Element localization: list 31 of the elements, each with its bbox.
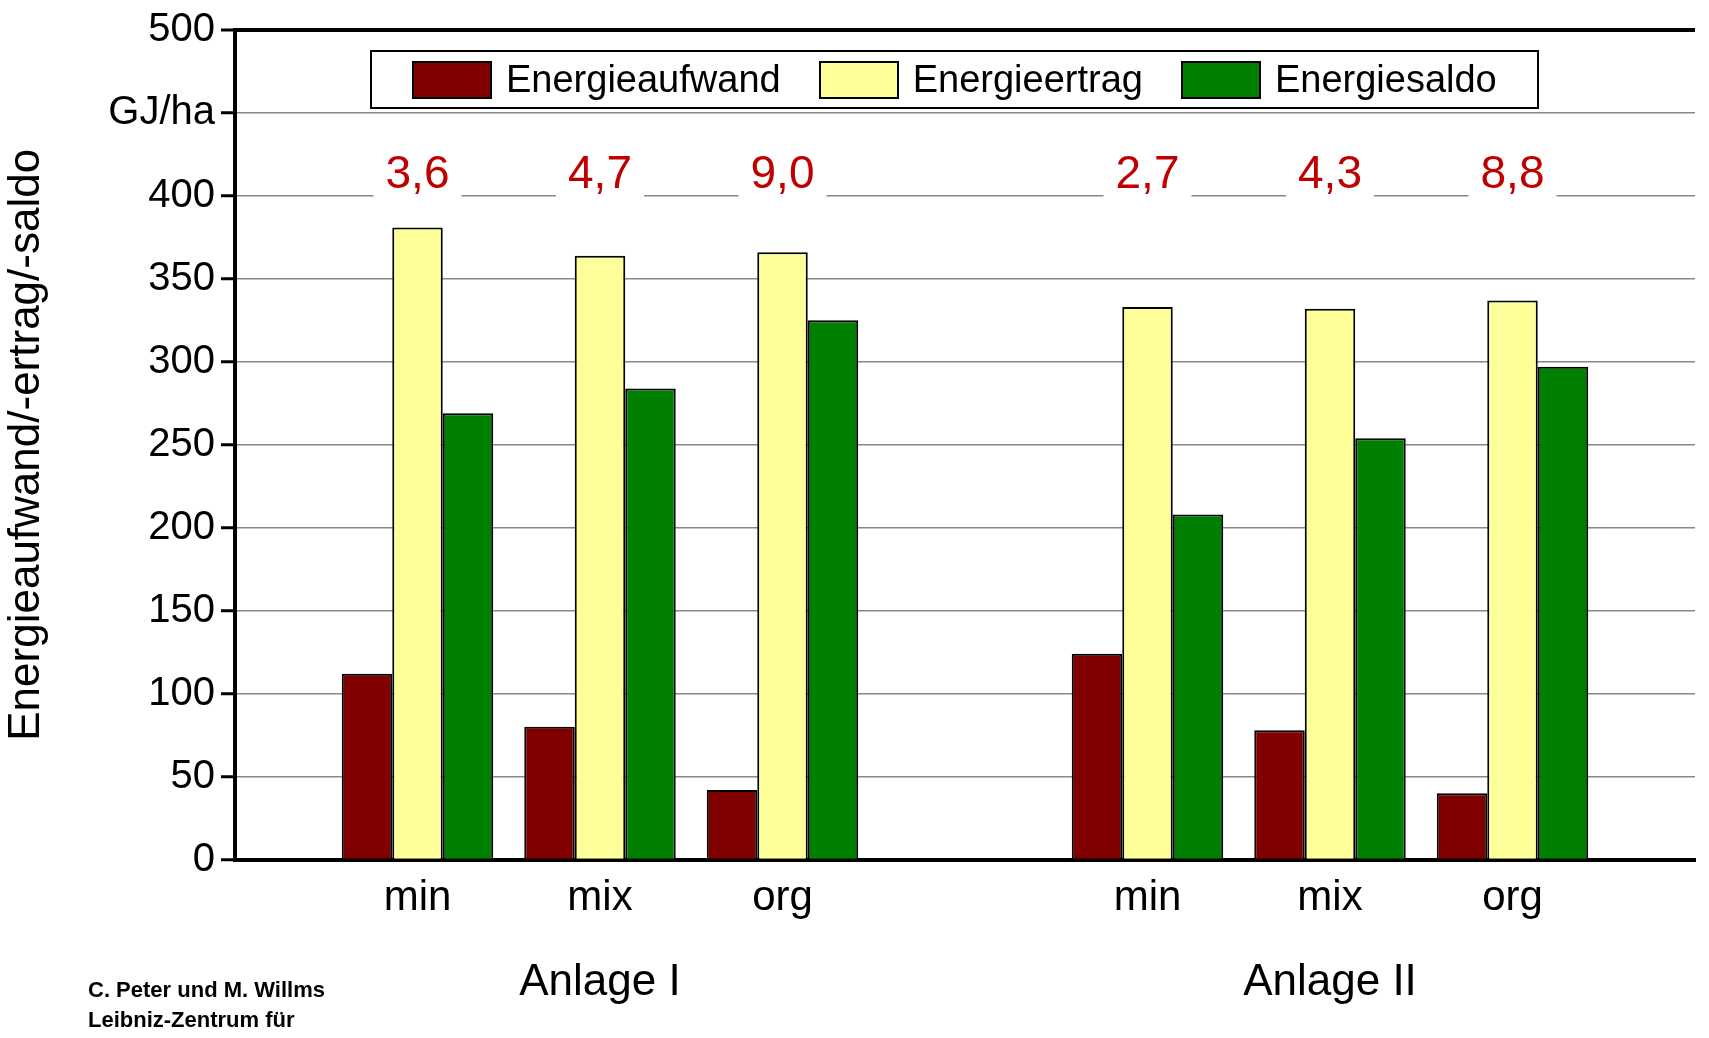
annotation: 3,6 [385,145,450,198]
y-axis-title: Energieaufwand/-ertrag/-saldo [0,148,48,741]
y-tick-label: 150 [148,585,215,630]
annotation: 9,0 [750,145,815,198]
x-tick-label: mix [1297,872,1363,920]
y-tick-label: 250 [148,419,215,464]
y-tick-label: 350 [148,253,215,298]
y-tick-label: 200 [148,502,215,547]
annotation: 4,7 [568,145,632,198]
y-tick-label: 100 [148,668,215,713]
text: C. Peter und M. Willms [88,976,325,1004]
x-tick-label: min [1113,872,1182,920]
text: Anlage I [519,954,681,1004]
annotation: 8,8 [1480,145,1545,198]
y-tick-label: GJ/ha [108,87,216,132]
x-tick-label: min [383,872,452,920]
annotation: 4,3 [1298,145,1362,198]
y-tick-label: 50 [170,751,215,796]
legend-label: Energiesaldo [1274,58,1497,101]
x-tick-label: mix [567,872,633,920]
y-tick-label: 0 [192,834,215,879]
text: Anlage II [1243,954,1417,1004]
x-tick-label: org [752,872,813,920]
x-tick-label: org [1482,872,1543,920]
y-tick-label: 300 [148,336,215,381]
y-tick-label: 400 [148,170,215,215]
text: Leibniz-Zentrum für [88,1006,296,1034]
legend-label: Energieaufwand [506,58,781,101]
y-tick-label: 500 [148,5,215,50]
legend-label: Energieertrag [912,58,1143,101]
annotation: 2,7 [1115,145,1180,198]
